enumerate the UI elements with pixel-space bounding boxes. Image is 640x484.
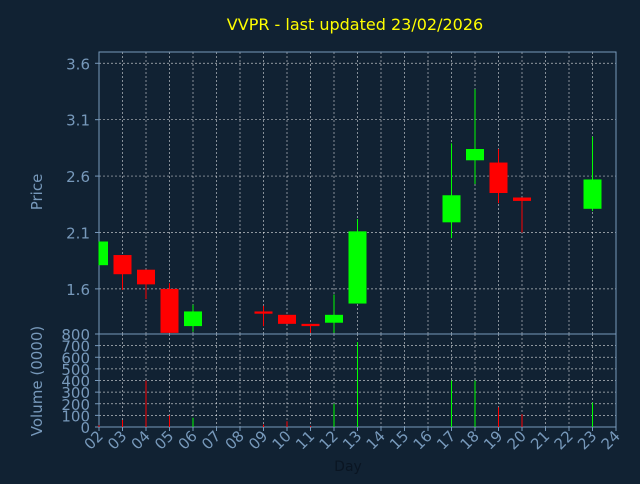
x-axis-label: Day <box>334 459 362 475</box>
candle-body <box>466 149 484 161</box>
price-tick-label: 2.1 <box>66 224 90 242</box>
candle-body <box>254 311 273 314</box>
volume-tick-label: 200 <box>61 396 90 414</box>
price-panel: 1.6 2.1 2.6 3.1 3.6 <box>66 51 617 335</box>
candle-body <box>113 255 132 275</box>
candle-body <box>137 269 155 285</box>
candle-body <box>348 231 367 304</box>
candle-body <box>160 288 179 333</box>
candle-body <box>489 162 508 193</box>
candle-body <box>442 195 461 223</box>
price-tick-label: 3.1 <box>66 112 90 130</box>
volume-tick-label: 600 <box>61 349 90 367</box>
candle-body <box>99 241 108 266</box>
volume-tick-label: 400 <box>61 373 90 391</box>
price-axis-label: Price <box>28 174 46 211</box>
volume-tick-label: 800 <box>61 326 90 344</box>
volume-axis-label: Volume (0000) <box>28 326 46 436</box>
candle-body <box>583 179 602 209</box>
candle-body <box>513 197 531 201</box>
price-tick-label: 1.6 <box>66 281 90 299</box>
candle-body <box>325 314 343 323</box>
price-tick-label: 3.6 <box>66 55 90 73</box>
candle-body <box>301 323 320 327</box>
volume-tick-label: 500 <box>61 361 90 379</box>
volume-tick-label: 100 <box>61 407 90 425</box>
chart-title: VVPR - last updated 23/02/2026 <box>227 15 483 34</box>
candle-body <box>184 311 202 327</box>
volume-tick-label: 300 <box>61 384 90 402</box>
price-tick-label: 2.6 <box>66 168 90 186</box>
volume-tick-label: 700 <box>61 338 90 356</box>
candle-body <box>278 314 296 324</box>
volume-tick-label: 0 <box>80 419 90 437</box>
